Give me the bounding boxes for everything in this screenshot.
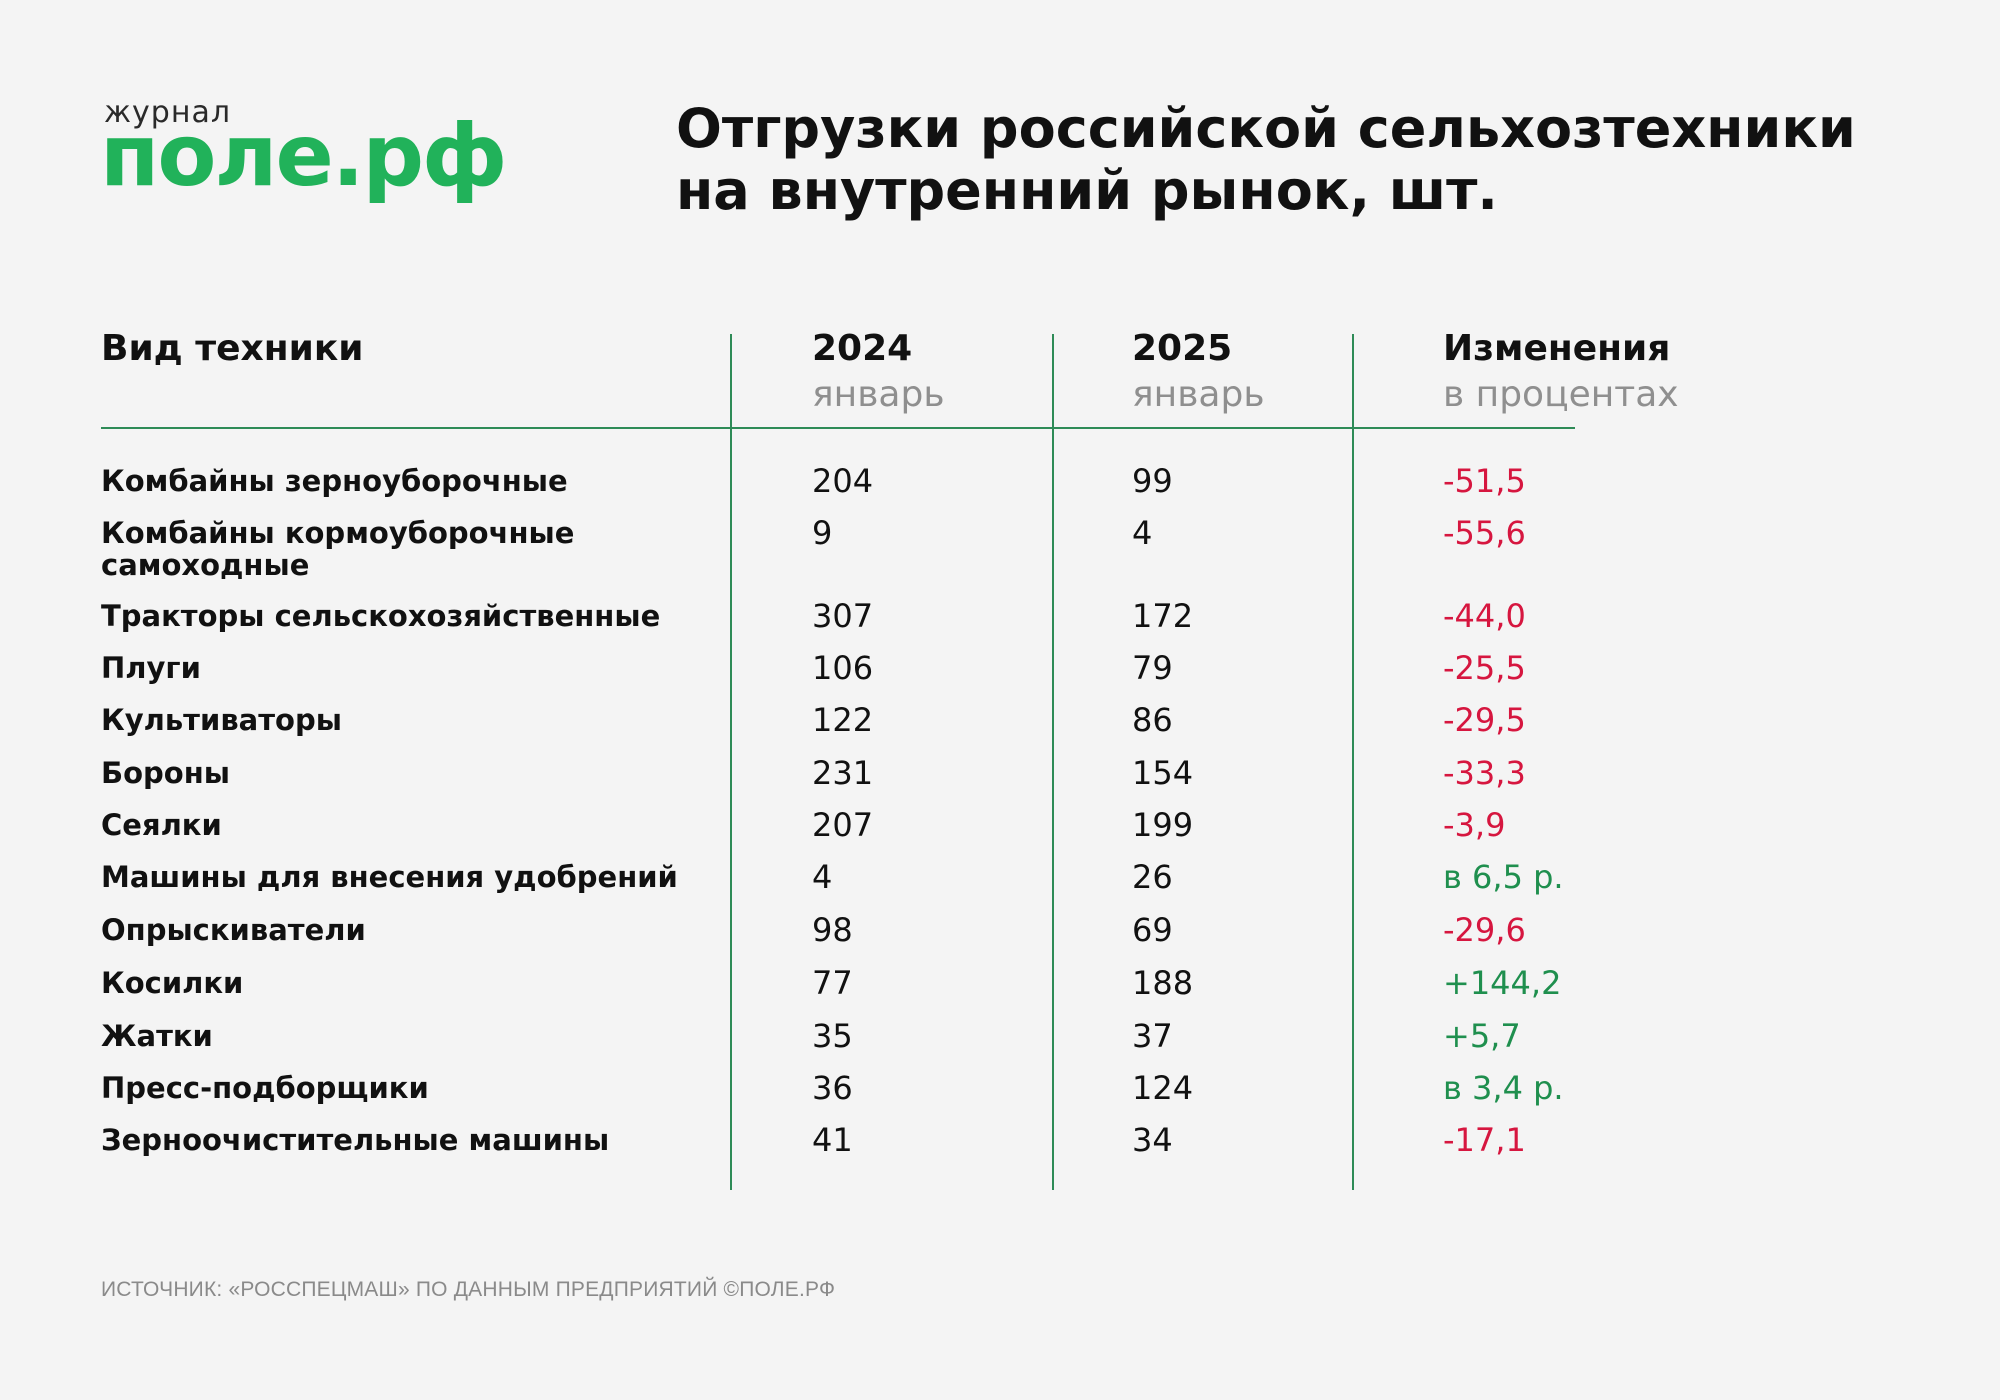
table-row-label: Тракторы сельскохозяйственные [101, 599, 661, 633]
table-cell-2025: 86 [1132, 701, 1173, 739]
header-2025-sub: январь [1132, 374, 1265, 415]
header-divider [101, 427, 1575, 429]
table-cell-2024: 207 [812, 806, 874, 844]
header-2025: 2025 [1132, 328, 1233, 369]
table-cell-change: -17,1 [1443, 1121, 1526, 1159]
table-cell-change: -3,9 [1443, 806, 1506, 844]
table-cell-2025: 26 [1132, 858, 1173, 896]
table-row-label: Машины для внесения удобрений [101, 860, 678, 894]
table-row-label: Жатки [101, 1019, 213, 1053]
table-cell-2024: 98 [812, 911, 853, 949]
table-cell-change: -33,3 [1443, 754, 1526, 792]
table-cell-2025: 99 [1132, 462, 1173, 500]
table-cell-change: -25,5 [1443, 649, 1526, 687]
logo: журнал поле.рф [100, 95, 540, 205]
table-cell-change: в 6,5 р. [1443, 858, 1564, 896]
chart-title: Отгрузки российской сельхозтехники на вн… [676, 98, 1976, 222]
table-cell-2025: 124 [1132, 1069, 1194, 1107]
table-cell-2024: 77 [812, 964, 853, 1002]
column-divider-1 [730, 334, 732, 1190]
table-row-label: Комбайны кормоуборочные самоходные [101, 516, 575, 582]
chart-title-line2: на внутренний рынок, шт. [676, 159, 1498, 222]
table-row-label: Сеялки [101, 808, 222, 842]
column-divider-2 [1052, 334, 1054, 1190]
table-cell-change: -51,5 [1443, 462, 1526, 500]
table-cell-2025: 4 [1132, 514, 1153, 552]
table-cell-change: +5,7 [1443, 1017, 1521, 1055]
table-cell-2024: 9 [812, 514, 833, 552]
table-cell-2025: 69 [1132, 911, 1173, 949]
table-row-label: Плуги [101, 651, 201, 685]
table-row-label: Опрыскиватели [101, 913, 366, 947]
table-cell-2024: 122 [812, 701, 874, 739]
logo-caption: журнал [104, 95, 231, 130]
table-cell-2024: 35 [812, 1017, 853, 1055]
table-row-label: Культиваторы [101, 703, 342, 737]
header-2024: 2024 [812, 328, 913, 369]
table-cell-2025: 154 [1132, 754, 1194, 792]
table-cell-2025: 188 [1132, 964, 1194, 1002]
table-cell-2025: 34 [1132, 1121, 1173, 1159]
table-cell-2024: 106 [812, 649, 874, 687]
table-cell-2024: 204 [812, 462, 874, 500]
header-type: Вид техники [101, 328, 364, 369]
table-cell-2025: 199 [1132, 806, 1194, 844]
table-cell-2024: 4 [812, 858, 833, 896]
table-cell-change: -55,6 [1443, 514, 1526, 552]
column-divider-3 [1352, 334, 1354, 1190]
table-row-label: Бороны [101, 756, 230, 790]
header-2024-sub: январь [812, 374, 945, 415]
header-change: Изменения [1443, 328, 1671, 369]
table-row-label: Пресс-подборщики [101, 1071, 429, 1105]
table-cell-2025: 37 [1132, 1017, 1173, 1055]
table-cell-change: +144,2 [1443, 964, 1562, 1002]
table-row-label: Комбайны зерноуборочные [101, 464, 568, 498]
table-cell-change: -44,0 [1443, 597, 1526, 635]
table-cell-2024: 36 [812, 1069, 853, 1107]
table-row-label: Косилки [101, 966, 244, 1000]
table-row-label: Зерноочистительные машины [101, 1123, 610, 1157]
table-cell-2024: 307 [812, 597, 874, 635]
table-cell-change: в 3,4 р. [1443, 1069, 1564, 1107]
table-cell-2025: 172 [1132, 597, 1194, 635]
table-cell-2024: 41 [812, 1121, 853, 1159]
header-change-sub: в процентах [1443, 374, 1679, 415]
table-cell-change: -29,5 [1443, 701, 1526, 739]
chart-title-line1: Отгрузки российской сельхозтехники [676, 97, 1856, 160]
table-cell-2025: 79 [1132, 649, 1173, 687]
logo-wordmark: поле.рф [100, 106, 507, 206]
source-note: ИСТОЧНИК: «РОССПЕЦМАШ» ПО ДАННЫМ ПРЕДПРИ… [101, 1278, 836, 1301]
table-cell-2024: 231 [812, 754, 874, 792]
table-cell-change: -29,6 [1443, 911, 1526, 949]
